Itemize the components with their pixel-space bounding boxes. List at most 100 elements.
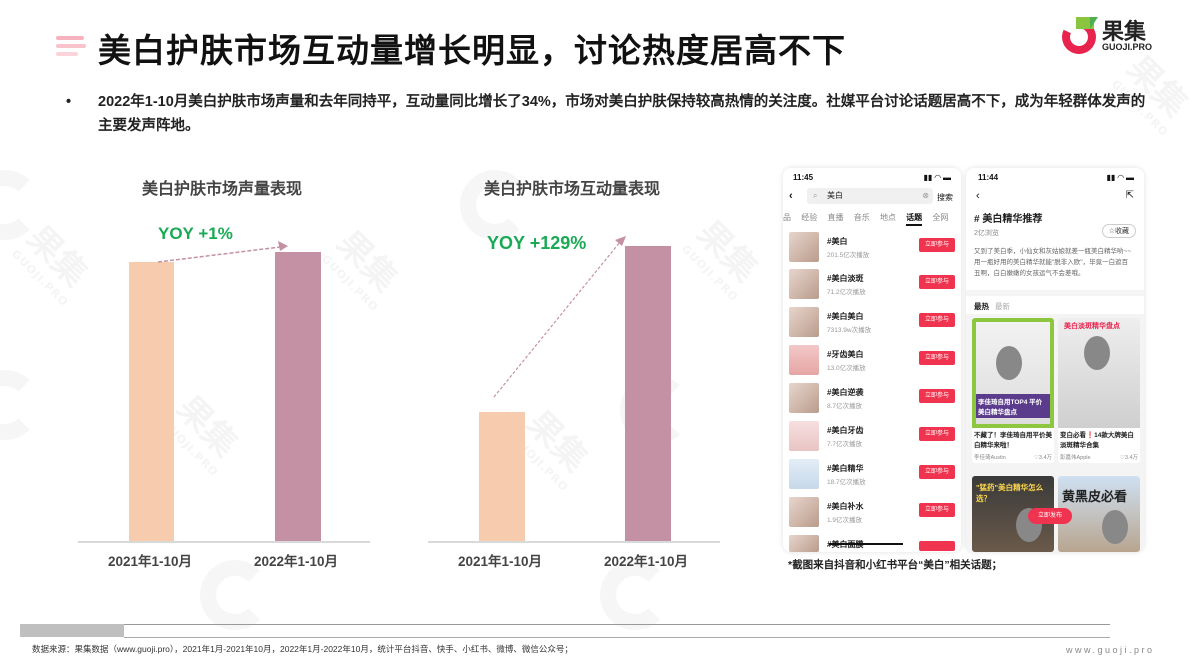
tab[interactable]: 全网 <box>932 213 949 222</box>
topic-views: 8.7亿次播放 <box>827 403 863 410</box>
topic-item[interactable]: #美白淡斑 71.2亿次播放 立即参与 <box>789 269 955 303</box>
data-source: 数据来源：果集数据（www.guoji.pro），2021年1月-2021年10… <box>32 644 573 654</box>
tab[interactable]: 音乐 <box>853 213 870 222</box>
footer-bar <box>20 624 124 637</box>
xiaohongshu-screenshot: 11:44 ▮▮ ◠ ▬ ‹ ⇱ # 美白精华推荐 2亿浏览 ☆收藏 又到了美白… <box>966 168 1144 552</box>
status-icons: ▮▮ ◠ ▬ <box>1106 173 1134 182</box>
cover-text: 美白淡斑精华盘点 <box>1064 323 1120 330</box>
topic-item[interactable]: #美白补水 1.9亿次播放 立即参与 <box>789 497 955 531</box>
back-icon[interactable]: ‹ <box>976 190 980 202</box>
topic-views: 13.0亿次播放 <box>827 365 866 372</box>
topic-item[interactable]: #牙齿美白 13.0亿次播放 立即参与 <box>789 345 955 379</box>
brand-logo: 果集 GUOJI.PRO <box>1057 12 1180 59</box>
join-button[interactable]: 立即参与 <box>919 503 955 517</box>
tab[interactable]: 直播 <box>827 213 844 222</box>
topic-title: # 美白精华推荐 <box>974 214 1043 225</box>
topic-name: #美白 <box>827 237 848 246</box>
topic-thumbnail <box>789 383 819 413</box>
footer-url: www.guoji.pro <box>1066 645 1155 655</box>
cover-text: "猛药"美白精华怎么选？ <box>976 483 1044 503</box>
note-author: 李佳琦Austin <box>974 455 1006 461</box>
join-button[interactable] <box>919 541 955 551</box>
note-author: 彭嘉伟Apple <box>1060 455 1091 461</box>
chart-title: 美白护肤市场声量表现 <box>142 179 303 198</box>
topic-thumbnail <box>789 421 819 451</box>
logo-name: 果集 <box>1102 20 1147 45</box>
status-icons: ▮▮ ◠ ▬ <box>923 173 951 182</box>
topic-name: #美白精华 <box>827 464 864 473</box>
tab-topics[interactable]: 话题 <box>906 213 923 226</box>
note-likes[interactable]: ♡3.4万 <box>1119 455 1138 461</box>
join-button[interactable]: 立即参与 <box>919 238 955 252</box>
topic-item[interactable]: #美白精华 18.7亿次播放 立即参与 <box>789 459 955 493</box>
screenshot-note: *截图来自抖音和小红书平台“美白”相关话题； <box>788 559 1003 571</box>
blurred-face <box>1102 510 1128 544</box>
douyin-tabs: 品 经验 直播 音乐 地点 话题 全网 <box>783 212 956 226</box>
topic-name: #美白补水 <box>827 502 864 511</box>
bar-2022 <box>625 246 671 541</box>
join-button[interactable]: 立即参与 <box>919 275 955 289</box>
topic-thumbnail <box>789 269 819 299</box>
footer-divider <box>124 637 1110 638</box>
yoy-label: YOY +129% <box>487 233 587 253</box>
status-time: 11:45 <box>793 173 814 182</box>
yoy-label: YOY +1% <box>158 224 233 243</box>
search-button[interactable]: 搜索 <box>937 193 953 202</box>
note-cover: 美白淡斑精华盘点 <box>1058 318 1140 428</box>
tab[interactable]: 品 <box>783 213 791 222</box>
footer-divider <box>124 624 1110 625</box>
search-icon: ⌕ <box>813 191 818 200</box>
status-time: 11:44 <box>978 173 999 182</box>
join-button[interactable]: 立即参与 <box>919 313 955 327</box>
title-decoration-icon <box>56 36 86 60</box>
clear-icon[interactable]: ⊗ <box>922 191 929 200</box>
page-title: 美白护肤市场互动量增长明显，讨论热度居高不下 <box>98 31 846 70</box>
note-cover: 李佳琦自用TOP4 平价美白精华盘点 <box>972 318 1054 428</box>
topic-name: #美白淡斑 <box>827 274 864 283</box>
search-value: 美白 <box>827 191 843 200</box>
topic-item[interactable]: #美白牙齿 7.7亿次播放 立即参与 <box>789 421 955 455</box>
topic-views: 1.9亿次播放 <box>827 517 863 524</box>
topic-item[interactable]: #美白 201.5亿次播放 立即参与 <box>789 232 955 266</box>
share-icon[interactable]: ⇱ <box>1125 190 1134 201</box>
topic-description: 又到了美白季，小仙女和灰姑娘就差一瓶美白精华哟~~用一瓶好用的美白精华就能"脱非… <box>974 248 1132 277</box>
topic-name: #美白牙齿 <box>827 426 864 435</box>
cover-text: 黄黑皮必看 <box>1062 489 1128 504</box>
tab-new[interactable]: 最新 <box>995 302 1010 311</box>
topic-thumbnail <box>789 535 819 552</box>
post-button[interactable]: 立即发布 <box>1028 508 1072 524</box>
topic-thumbnail <box>789 497 819 527</box>
x-axis <box>78 541 370 543</box>
join-button[interactable]: 立即参与 <box>919 465 955 479</box>
back-icon[interactable]: ‹ <box>789 190 793 202</box>
blurred-face <box>996 346 1022 380</box>
topic-name: #美白美白 <box>827 312 864 321</box>
summary-bullet: • 2022年1-10月美白护肤市场声量和去年同持平，互动量同比增长了34%，市… <box>66 90 1156 138</box>
note-title: 不藏了！李佳琦自用平价美白精华来啦！ <box>974 432 1052 449</box>
logo-leaf-icon <box>1076 17 1094 29</box>
tab[interactable]: 经验 <box>801 213 818 222</box>
topic-views: 7.7亿次播放 <box>827 441 863 448</box>
favorite-button[interactable]: ☆收藏 <box>1101 224 1136 238</box>
blurred-face <box>1084 336 1110 370</box>
x-label: 2022年1-10月 <box>604 554 689 569</box>
search-input[interactable]: ⌕ 美白 ⊗ <box>807 188 933 204</box>
topic-thumbnail <box>789 232 819 262</box>
join-button[interactable]: 立即参与 <box>919 427 955 441</box>
topic-item[interactable]: #美白美白 7313.9w次播放 立即参与 <box>789 307 955 341</box>
home-indicator <box>829 543 903 545</box>
note-card[interactable]: "猛药"美白精华怎么选？ <box>972 476 1054 552</box>
join-button[interactable]: 立即参与 <box>919 389 955 403</box>
x-label: 2021年1-10月 <box>458 554 543 569</box>
topic-item[interactable]: #美白逆袭 8.7亿次播放 立即参与 <box>789 383 955 417</box>
sort-tabs: 最热 最新 <box>974 301 1010 312</box>
topic-thumbnail <box>789 307 819 337</box>
tab-hot[interactable]: 最热 <box>974 302 989 311</box>
note-likes[interactable]: ♡3.4万 <box>1033 455 1052 461</box>
tab[interactable]: 地点 <box>879 213 896 222</box>
summary-text: 2022年1-10月美白护肤市场声量和去年同持平，互动量同比增长了34%，市场对… <box>98 94 1146 134</box>
divider <box>966 290 1144 296</box>
note-card[interactable]: 美白淡斑精华盘点 变白必看❗14款大牌美白淡斑精华合集 彭嘉伟Apple ♡3.4… <box>1058 318 1140 463</box>
note-card[interactable]: 李佳琦自用TOP4 平价美白精华盘点 不藏了！李佳琦自用平价美白精华来啦！ 李佳… <box>972 318 1054 463</box>
join-button[interactable]: 立即参与 <box>919 351 955 365</box>
